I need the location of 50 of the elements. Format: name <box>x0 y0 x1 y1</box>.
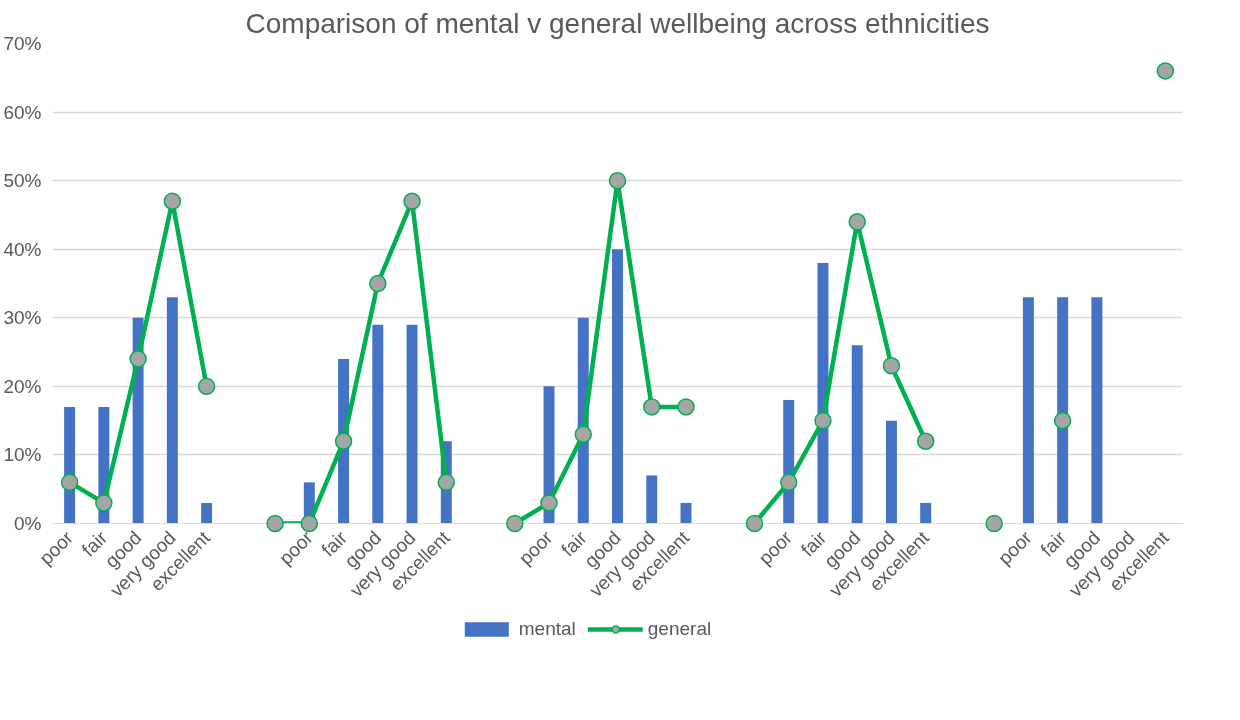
point <box>1156 62 1175 80</box>
point <box>882 357 901 375</box>
bar <box>646 475 658 524</box>
bar <box>612 249 623 524</box>
point <box>197 377 216 396</box>
point <box>814 411 832 430</box>
point <box>677 398 695 416</box>
bar <box>166 297 178 524</box>
y-tick-label: 20% <box>3 375 42 397</box>
point <box>574 425 593 444</box>
bar <box>406 324 418 524</box>
legend-label: general <box>647 618 712 640</box>
bar <box>1022 297 1034 524</box>
chart-title: Comparison of mental v general wellbeing across ethnicities <box>245 7 990 39</box>
point <box>334 432 353 450</box>
bar <box>885 420 897 524</box>
y-tick-label: 0% <box>14 513 42 534</box>
point <box>1053 411 1072 430</box>
point <box>848 213 866 231</box>
point <box>779 473 798 492</box>
point <box>437 473 456 492</box>
point <box>60 473 79 492</box>
point <box>608 171 627 190</box>
y-tick-label: 40% <box>3 238 42 260</box>
y-tick-label: 50% <box>3 170 42 192</box>
bar <box>201 502 213 524</box>
bar <box>1091 297 1103 524</box>
point <box>985 514 1003 533</box>
bar <box>817 262 829 524</box>
y-tick-label: 70% <box>3 33 42 54</box>
y-tick-label: 10% <box>3 444 42 466</box>
bar <box>851 345 863 524</box>
point <box>369 274 387 293</box>
bar <box>1057 297 1069 524</box>
point <box>300 514 319 533</box>
point <box>540 494 558 512</box>
point <box>163 192 182 210</box>
point <box>266 514 284 533</box>
point <box>916 432 935 450</box>
point <box>95 494 113 512</box>
y-tick-label: 60% <box>3 101 42 123</box>
legend-label: mental <box>518 618 576 640</box>
point <box>129 350 147 368</box>
point <box>642 398 661 416</box>
bar <box>372 324 384 524</box>
point <box>403 192 421 210</box>
bar <box>920 502 932 524</box>
point <box>745 514 764 533</box>
point <box>506 514 524 533</box>
y-tick-label: 30% <box>3 307 42 329</box>
